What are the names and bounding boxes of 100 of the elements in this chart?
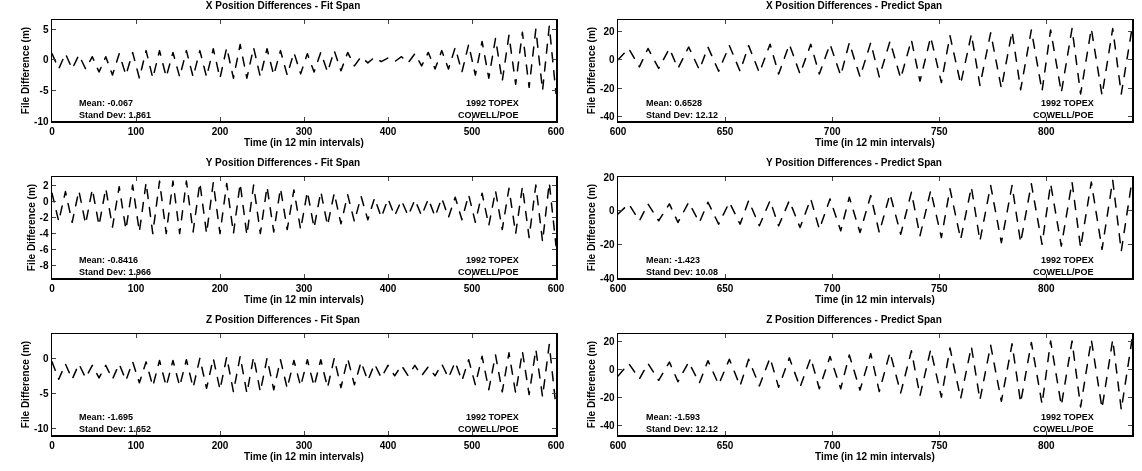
x-tick-label: 650 — [716, 282, 734, 294]
x-tick-label: 600 — [547, 439, 565, 451]
x-tick-label: 750 — [930, 125, 949, 137]
y-tick-label: -40 — [600, 272, 615, 284]
x-tick-label: 800 — [1037, 282, 1056, 294]
x-tick-label: 700 — [823, 282, 841, 294]
x-tick-label: 300 — [295, 439, 313, 451]
y-tick-label: 0 — [42, 195, 49, 207]
y-tick-label: 5 — [42, 23, 49, 35]
y-axis-title: File Difference (m) — [25, 183, 37, 272]
annotation: COWELL/POE — [1033, 424, 1094, 434]
y-tick-label: -40 — [600, 419, 615, 431]
x-tick-label: 650 — [716, 439, 734, 451]
annotation: 1992 TOPEX — [466, 412, 519, 422]
x-tick-label: 400 — [379, 282, 397, 294]
y-tick-label: -6 — [39, 244, 49, 256]
chart-title: Y Position Differences - Fit Span — [205, 156, 361, 168]
annotation: Mean: -1.423 — [646, 255, 701, 265]
chart-title: Z Position Differences - Predict Span — [766, 313, 942, 325]
y-tick-label: -8 — [39, 260, 49, 272]
annotation: 1992 TOPEX — [466, 98, 519, 108]
y-tick-label: -40 — [600, 111, 615, 123]
x-axis-title: Time (in 12 min intervals) — [244, 293, 364, 305]
x-axis-title: Time (in 12 min intervals) — [815, 136, 935, 148]
x-tick-label: 750 — [930, 282, 949, 294]
x-tick-label: 600 — [609, 125, 627, 137]
x-tick-label: 650 — [716, 125, 734, 137]
x-tick-label: 200 — [211, 282, 229, 294]
x-tick-label: 600 — [547, 125, 565, 137]
annotation: COWELL/POE — [1033, 267, 1094, 277]
y-tick-label: 20 — [603, 171, 615, 183]
x-tick-label: 800 — [1037, 439, 1056, 451]
annotation: COWELL/POE — [458, 267, 519, 277]
x-tick-label: 500 — [463, 125, 481, 137]
annotation: 1992 TOPEX — [1041, 98, 1094, 108]
annotation: Stand Dev: 1.652 — [79, 424, 152, 434]
y-tick-label: -5 — [39, 387, 49, 399]
y-axis-title: File Difference (m) — [586, 26, 598, 115]
y-tick-label: 0 — [42, 54, 49, 66]
y-tick-label: -10 — [34, 422, 49, 434]
x-tick-label: 100 — [127, 439, 145, 451]
y-tick-label: 0 — [608, 54, 615, 66]
annotation: COWELL/POE — [458, 424, 519, 434]
annotation: 1992 TOPEX — [1041, 412, 1094, 422]
chart-title: X Position Differences - Predict Span — [765, 0, 943, 11]
annotation: COWELL/POE — [458, 110, 519, 120]
x-axis-title: Time (in 12 min intervals) — [244, 450, 364, 462]
annotation: Stand Dev: 12.12 — [646, 424, 719, 434]
x-tick-label: 300 — [295, 282, 313, 294]
y-tick-label: 0 — [42, 352, 49, 364]
annotation: Stand Dev: 12.12 — [646, 110, 719, 120]
y-tick-label: -4 — [39, 228, 49, 240]
x-tick-label: 600 — [547, 282, 565, 294]
annotation: Mean: -1.593 — [646, 412, 701, 422]
x-axis-title: Time (in 12 min intervals) — [244, 136, 364, 148]
y-tick-label: 0 — [608, 363, 615, 375]
annotation: 1992 TOPEX — [1041, 255, 1094, 265]
x-tick-label: 500 — [463, 439, 481, 451]
annotation: 1992 TOPEX — [466, 255, 519, 265]
y-tick-label: -5 — [39, 84, 49, 96]
y-axis-title: File Difference (m) — [586, 183, 598, 272]
x-tick-label: 500 — [463, 282, 481, 294]
chart-title: Z Position Differences - Fit Span — [206, 313, 360, 325]
annotation: Stand Dev: 10.08 — [646, 267, 719, 277]
x-axis-title: Time (in 12 min intervals) — [815, 293, 935, 305]
annotation: COWELL/POE — [1033, 110, 1094, 120]
y-axis-title: File Difference (m) — [20, 340, 32, 429]
x-tick-label: 200 — [211, 125, 229, 137]
y-tick-label: -20 — [600, 82, 615, 94]
chart-title: X Position Differences - Fit Span — [205, 0, 361, 11]
y-tick-label: -20 — [600, 238, 615, 250]
x-tick-label: 600 — [609, 282, 627, 294]
y-tick-label: 0 — [608, 205, 615, 217]
y-tick-label: 2 — [42, 179, 49, 191]
y-tick-label: 20 — [603, 25, 615, 37]
y-tick-label: -10 — [34, 115, 49, 127]
y-tick-label: 20 — [603, 335, 615, 347]
annotation: Mean: 0.6528 — [646, 98, 703, 108]
y-tick-label: -20 — [600, 391, 615, 403]
annotation: Mean: -1.695 — [79, 412, 134, 422]
x-tick-label: 800 — [1037, 125, 1056, 137]
x-axis-title: Time (in 12 min intervals) — [815, 450, 935, 462]
x-tick-label: 400 — [379, 439, 397, 451]
x-tick-label: 200 — [211, 439, 229, 451]
x-tick-label: 400 — [379, 125, 397, 137]
x-tick-label: 100 — [127, 125, 145, 137]
x-tick-label: 600 — [609, 439, 627, 451]
y-axis-title: File Difference (m) — [586, 340, 598, 429]
annotation: Mean: -0.8416 — [79, 255, 139, 265]
x-tick-label: 300 — [295, 125, 313, 137]
x-tick-label: 100 — [127, 282, 145, 294]
y-axis-title: File Difference (m) — [20, 26, 32, 115]
annotation: Stand Dev: 1.861 — [79, 110, 152, 120]
x-tick-label: 700 — [823, 439, 841, 451]
y-tick-label: -2 — [39, 211, 49, 223]
x-tick-label: 700 — [823, 125, 841, 137]
annotation: Stand Dev: 1.966 — [79, 267, 152, 277]
annotation: Mean: -0.067 — [79, 98, 134, 108]
chart-title: Y Position Differences - Predict Span — [766, 156, 942, 168]
x-tick-label: 750 — [930, 439, 949, 451]
